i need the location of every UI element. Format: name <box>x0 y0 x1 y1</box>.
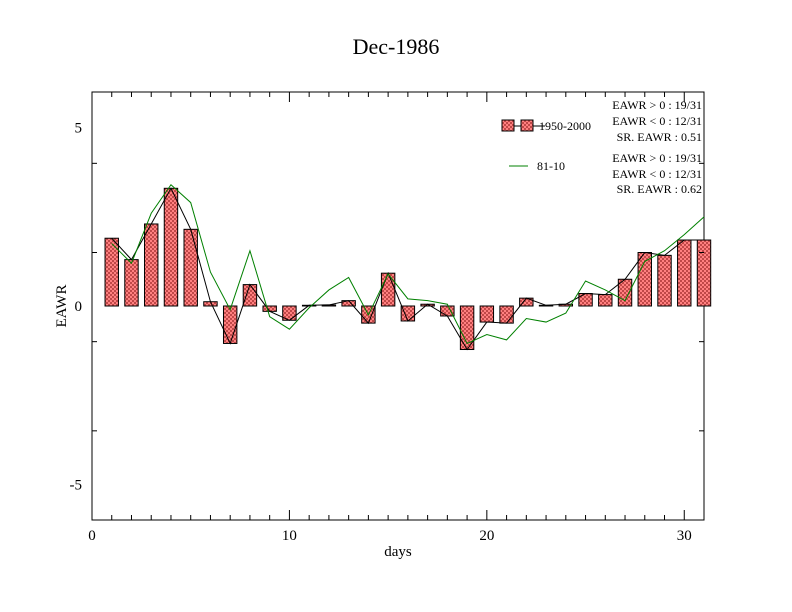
bar-day-15 <box>380 272 396 307</box>
line-81-10 <box>111 183 705 345</box>
bar-day-28 <box>637 252 652 307</box>
bar-day-2 <box>124 259 139 307</box>
legend-stat-2-sr: SR. EAWR : 0.62 <box>617 182 702 196</box>
legend: 1950-2000 EAWR > 0 : 19/31 EAWR < 0 : 12… <box>501 98 702 196</box>
bar-day-8 <box>242 284 258 307</box>
legend-stat-2-pos: EAWR > 0 : 19/31 <box>612 151 702 165</box>
x-tick-label: 0 <box>88 528 96 544</box>
bar-day-26 <box>598 294 613 307</box>
x-axis-title: days <box>384 544 412 560</box>
legend-stat-2-neg: EAWR < 0 : 12/31 <box>612 167 702 181</box>
axis-ticks: 0 10 20 30 -5 0 5 <box>70 92 705 544</box>
legend-bar-swatch-right <box>520 119 534 132</box>
x-tick-label: 20 <box>479 528 494 544</box>
bar-day-5 <box>183 228 198 307</box>
legend-stat-1-pos: EAWR > 0 : 19/31 <box>612 98 702 112</box>
bar-day-31 <box>696 239 712 307</box>
y-axis-title: EAWR <box>54 285 70 328</box>
bar-day-16 <box>400 305 416 322</box>
bar-day-20 <box>479 305 495 323</box>
bar-day-29 <box>657 254 672 307</box>
bar-series <box>104 187 712 351</box>
bar-day-21 <box>499 305 514 324</box>
y-tick-label: 0 <box>75 299 83 315</box>
legend-stat-1-sr: SR. EAWR : 0.51 <box>617 130 702 144</box>
bar-day-25 <box>578 293 593 307</box>
x-tick-label: 10 <box>282 528 297 544</box>
line-series-0 <box>111 187 704 351</box>
bar-day-4 <box>163 187 179 307</box>
line-series <box>111 183 705 351</box>
legend-stat-1-neg: EAWR < 0 : 12/31 <box>612 114 702 128</box>
legend-label-81-10: 81-10 <box>537 159 565 173</box>
y-tick-label: 5 <box>75 121 83 137</box>
bar-day-30 <box>677 239 692 307</box>
bar-day-3 <box>144 223 159 307</box>
x-tick-label: 30 <box>677 528 692 544</box>
bar-day-7 <box>222 305 238 344</box>
legend-label-1950-2000: 1950-2000 <box>539 119 591 133</box>
y-tick-label: -5 <box>70 477 83 493</box>
chart-title: Dec-1986 <box>353 34 440 59</box>
legend-bar-swatch-left <box>501 119 515 132</box>
